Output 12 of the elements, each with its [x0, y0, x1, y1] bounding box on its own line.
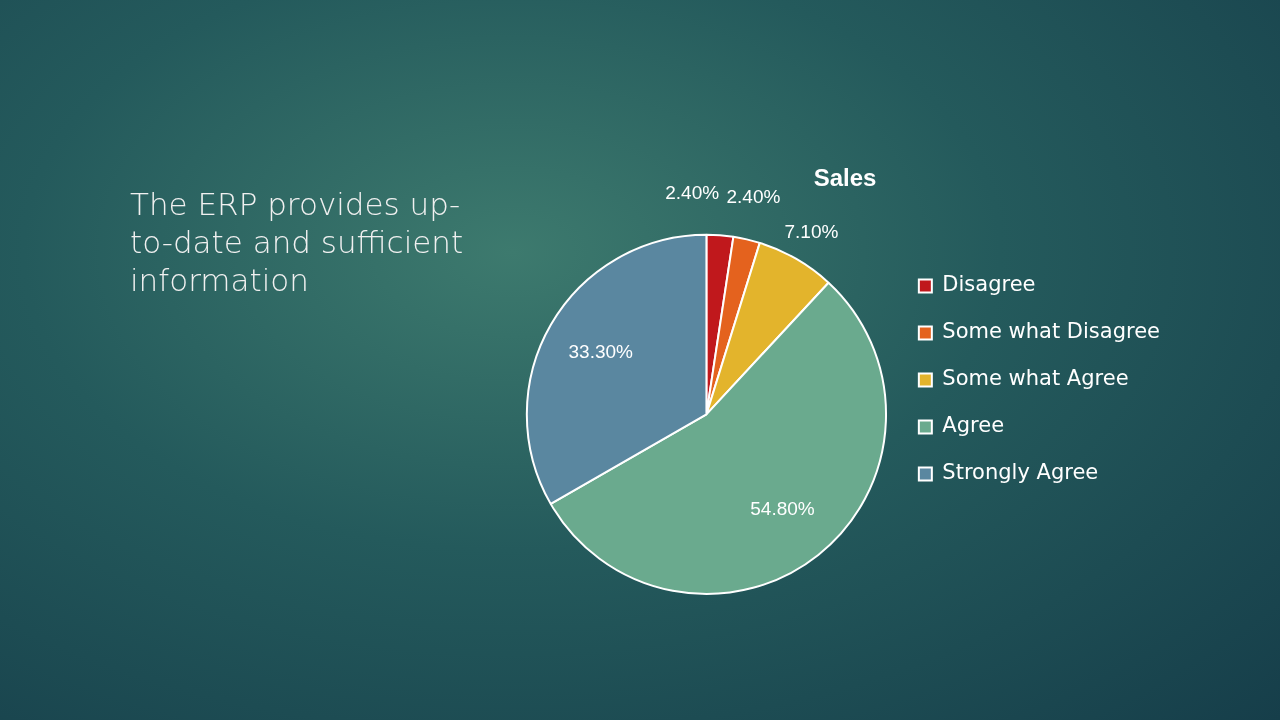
- legend-label: Strongly Agree: [942, 460, 1099, 485]
- text: The ERP provides up-to-date and sufficient information: [130, 185, 465, 299]
- chart-title: Sales: [813, 164, 877, 192]
- data-label: 7.10%: [784, 221, 839, 243]
- legend-label: Some what Agree: [942, 366, 1129, 391]
- legend-label: Some what Disagree: [942, 319, 1161, 344]
- data-label: 33.30%: [568, 341, 634, 363]
- legend-label: Agree: [942, 413, 1005, 438]
- data-label: 2.40%: [665, 181, 720, 203]
- data-label: 54.80%: [750, 498, 815, 520]
- data-label: 2.40%: [726, 186, 781, 208]
- legend-label: Disagree: [942, 272, 1036, 297]
